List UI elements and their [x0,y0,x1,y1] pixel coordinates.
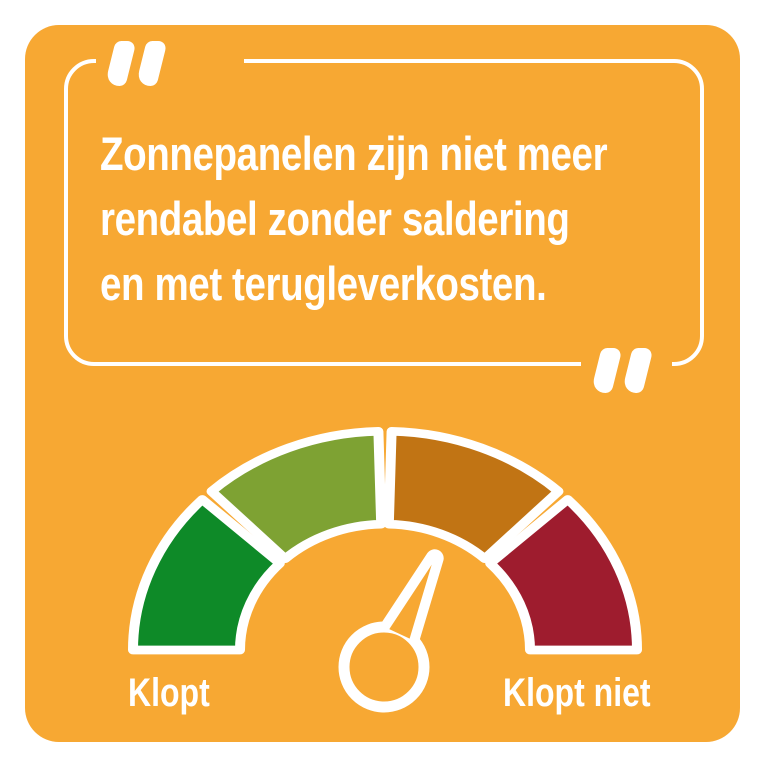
quote-line-1: Zonnepanelen zijn niet meer [100,127,608,180]
segment-orange [383,427,564,564]
needle-pointer-fill [384,554,439,641]
needle-pointer-outline [379,549,444,646]
gauge-label-klopt-niet: Klopt niet [503,671,651,715]
gauge-needle [338,549,444,713]
segment-light-green [206,427,387,564]
segment-dark-green [128,495,285,655]
quote-box [64,59,704,366]
gauge-label-klopt: Klopt [128,671,210,715]
gauge-arc-segments [128,427,642,655]
quote-text: Zonnepanelen zijn niet meer rendabel zon… [100,121,608,316]
quote-line-3: en met terugleverkosten. [100,257,547,310]
border-gap-top [96,54,244,67]
segment-dark-red [485,495,642,655]
quote-line-2: rendabel zonder saldering [100,192,570,245]
